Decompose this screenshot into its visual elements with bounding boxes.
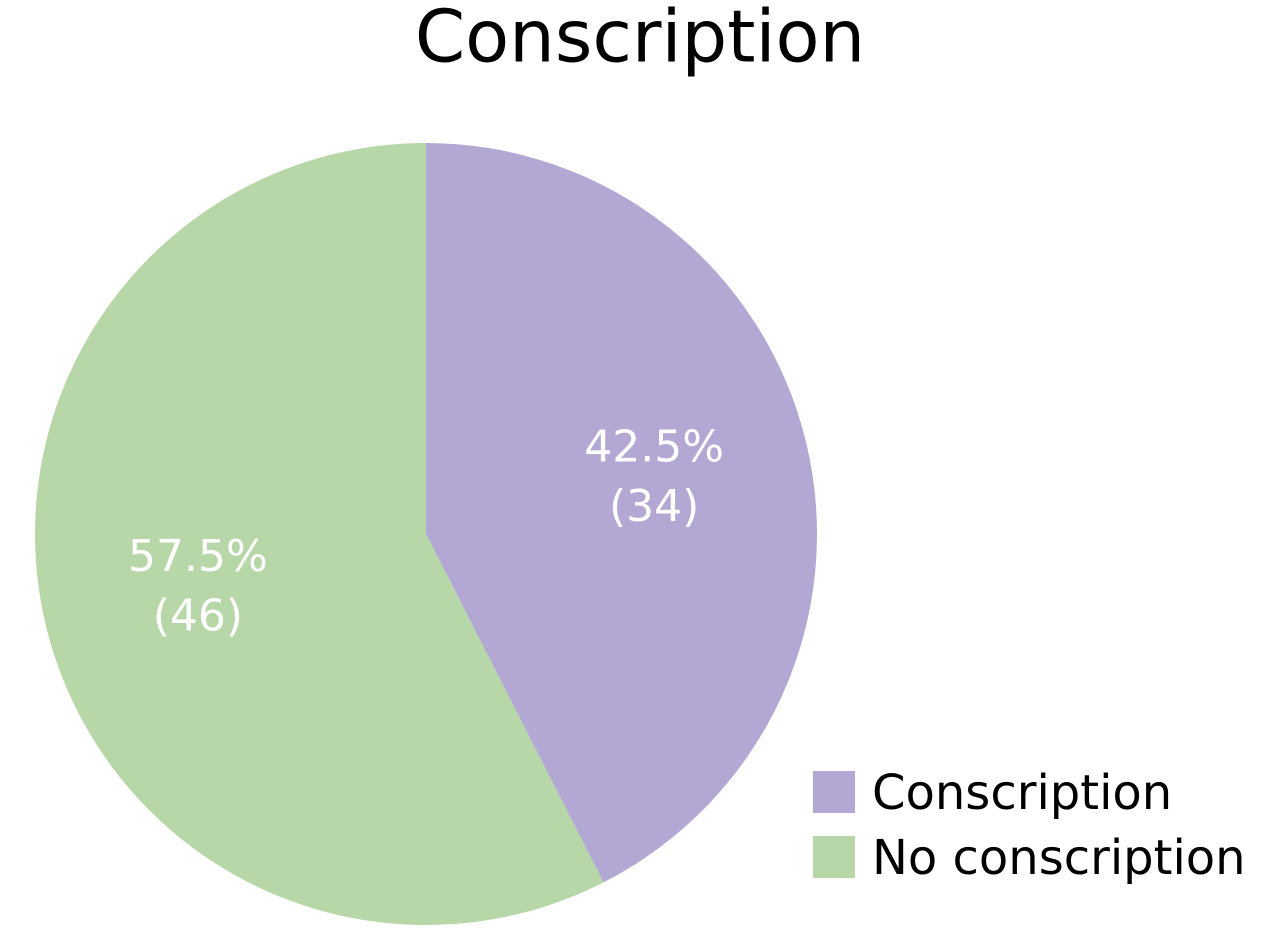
slice-label: 42.5% (34): [584, 422, 724, 532]
legend-swatch: [813, 836, 855, 878]
chart-title: Conscription: [415, 0, 865, 79]
legend-swatch: [813, 771, 855, 813]
pie-slice: [426, 143, 817, 883]
slice-label: 57.5% (46): [128, 531, 268, 641]
legend-label: No conscription: [872, 830, 1246, 886]
legend-label: Conscription: [872, 765, 1172, 821]
pie-slice: [34, 143, 604, 925]
